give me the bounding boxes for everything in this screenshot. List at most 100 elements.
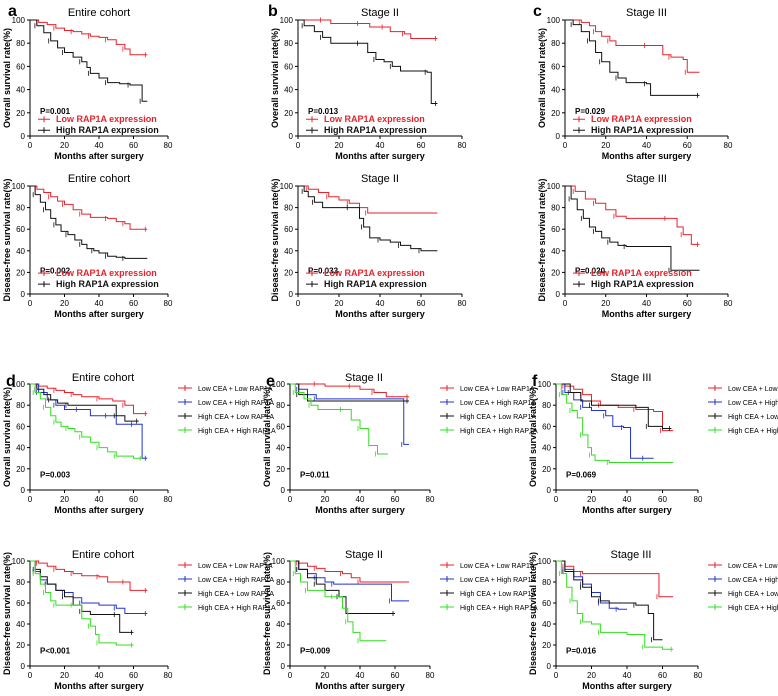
- x-tick-label: 60: [129, 671, 138, 680]
- x-tick-label: 40: [95, 141, 104, 150]
- survival-curve-4: [556, 383, 674, 463]
- y-tick-label: 60: [276, 422, 285, 431]
- chart-title: Entire cohort: [68, 7, 130, 19]
- p-value: P=0.001: [40, 107, 71, 116]
- y-tick-label: 60: [16, 599, 25, 608]
- x-tick-label: 0: [28, 299, 33, 308]
- p-value: P=0.029: [575, 107, 606, 116]
- p-value: P=0.069: [566, 470, 597, 479]
- y-axis-label: Overall survival rate(%): [2, 28, 12, 128]
- y-tick-label: 20: [551, 268, 560, 277]
- p-value: P=0.011: [300, 470, 330, 479]
- legend-label: High CEA + High RAP1A: [728, 605, 778, 612]
- x-axis-label: Months after surgery: [602, 309, 692, 319]
- panel-letter: d: [6, 373, 16, 390]
- y-axis-label: Overall survival rate(%): [2, 387, 12, 487]
- x-tick-label: 0: [288, 671, 293, 680]
- chart-title: Stage III: [611, 549, 652, 561]
- y-tick-label: 40: [276, 620, 285, 629]
- legend-label: Low CEA + Low RAP1A: [728, 563, 778, 570]
- legend-label: High CEA + Low RAP1A: [728, 591, 778, 598]
- y-axis-label: Disease-free survival rate(%): [537, 178, 547, 301]
- p-value: P=0.013: [308, 107, 339, 116]
- x-tick-label: 0: [554, 671, 559, 680]
- survival-curve-1: [290, 560, 409, 583]
- survival-curve-1: [30, 185, 148, 230]
- y-tick-label: 20: [542, 465, 551, 474]
- y-tick-label: 100: [12, 557, 26, 566]
- y-axis-label: Disease-free survival rate(%): [2, 178, 12, 301]
- x-tick-label: 20: [587, 495, 596, 504]
- x-tick-label: 20: [60, 671, 69, 680]
- legend-label: Low RAP1A expression: [324, 114, 425, 124]
- x-tick-label: 20: [60, 299, 69, 308]
- y-tick-label: 0: [547, 486, 552, 495]
- panel-letter: c: [533, 3, 542, 20]
- y-axis-label: Disease-free survival rate(%): [528, 552, 538, 675]
- y-tick-label: 80: [551, 39, 560, 48]
- y-tick-label: 80: [276, 578, 285, 587]
- x-axis-label: Months after surgery: [54, 505, 144, 515]
- panel-letter: b: [268, 3, 278, 20]
- legend-label: Low CEA + High RAP1A: [728, 400, 778, 407]
- survival-curve-1: [565, 185, 700, 245]
- y-tick-label: 20: [16, 465, 25, 474]
- x-tick-label: 80: [458, 141, 467, 150]
- survival-curve-3: [290, 560, 395, 614]
- x-tick-label: 60: [658, 671, 667, 680]
- p-value: P=0.033: [308, 266, 339, 275]
- survival-curve-2: [290, 383, 409, 445]
- legend-label: High CEA + High RAP1A: [460, 428, 538, 435]
- survival-curve-2: [30, 19, 148, 102]
- survival-curve-1: [298, 19, 438, 40]
- y-tick-label: 100: [538, 557, 552, 566]
- y-axis-label: Overall survival rate(%): [528, 387, 538, 487]
- chart-panel-5: Stage II 0 20 40 60 80 100 0 20 40 60 80 Months afte…: [270, 173, 467, 319]
- chart-panel-9: f Stage III 0 20 40 60 80 100 0 20 40 60 80 Months af…: [528, 372, 778, 515]
- y-tick-label: 80: [276, 401, 285, 410]
- y-tick-label: 0: [556, 132, 561, 141]
- chart-title: Stage II: [345, 549, 383, 561]
- legend-label: High CEA + High RAP1A: [198, 428, 276, 435]
- x-tick-label: 60: [129, 299, 138, 308]
- survival-curve-3: [290, 383, 409, 402]
- y-tick-label: 20: [284, 268, 293, 277]
- y-tick-label: 0: [289, 290, 294, 299]
- y-tick-label: 0: [21, 662, 26, 671]
- x-tick-label: 60: [683, 141, 692, 150]
- legend-label: Low RAP1A expression: [324, 268, 425, 278]
- y-axis-label: Disease-free survival rate(%): [262, 552, 272, 675]
- survival-curve-4: [30, 560, 134, 646]
- y-tick-label: 40: [16, 444, 25, 453]
- survival-curve-3: [556, 560, 663, 641]
- survival-curve-1: [30, 560, 148, 591]
- legend-label: Low CEA + Low RAP1A: [460, 563, 535, 570]
- survival-curve-4: [556, 560, 674, 650]
- p-value: P<0.001: [40, 646, 71, 655]
- chart-panel-11: Stage II 0 20 40 60 80 100 0 20 40 60 80 Months afte…: [262, 549, 538, 691]
- x-tick-label: 20: [335, 141, 344, 150]
- legend-label: Low CEA + High RAP1A: [728, 577, 778, 584]
- legend-label: High RAP1A expression: [56, 279, 159, 289]
- survival-curve-2: [565, 185, 700, 271]
- x-tick-label: 60: [391, 495, 400, 504]
- p-value: P=0.002: [40, 266, 71, 275]
- survival-curve-1: [298, 185, 438, 214]
- y-tick-label: 0: [281, 486, 286, 495]
- x-tick-label: 60: [129, 141, 138, 150]
- y-axis-label: Disease-free survival rate(%): [270, 178, 280, 301]
- legend-label: High CEA + High RAP1A: [460, 605, 538, 612]
- y-tick-label: 20: [284, 109, 293, 118]
- legend-label: Low CEA + High RAP1A: [460, 577, 536, 584]
- x-tick-label: 60: [417, 141, 426, 150]
- y-tick-label: 100: [12, 182, 26, 191]
- x-tick-label: 60: [658, 495, 667, 504]
- chart-title: Stage II: [361, 7, 399, 19]
- y-tick-label: 80: [16, 401, 25, 410]
- x-tick-label: 0: [296, 141, 301, 150]
- y-tick-label: 0: [21, 486, 26, 495]
- y-tick-label: 40: [542, 620, 551, 629]
- x-tick-label: 0: [28, 495, 33, 504]
- survival-curve-1: [30, 383, 148, 415]
- y-tick-label: 100: [12, 16, 26, 25]
